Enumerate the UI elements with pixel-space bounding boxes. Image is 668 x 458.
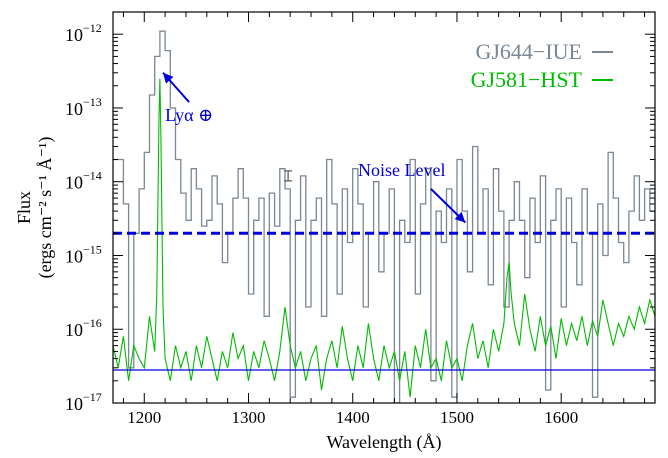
- axis-tick-labels: 1200 1300 1400 1500 1600 10−17 10−16 10−15 10−14…: [65, 21, 578, 427]
- y-tick-label: 10−13: [65, 95, 102, 119]
- legend: GJ644−IUE GJ581−HST: [471, 39, 613, 92]
- y-tick-label: 10−14: [65, 169, 102, 193]
- y-tick-label: 10−17: [65, 390, 102, 414]
- plot-frame: [112, 11, 656, 404]
- y-axis-label-line2: (ergs cm⁻² s⁻¹ Å⁻¹): [35, 137, 56, 279]
- x-tick-label: 1300: [232, 408, 266, 427]
- x-tick-label: 1200: [127, 408, 161, 427]
- reference-lines: [113, 170, 655, 371]
- x-tick-label: 1500: [440, 408, 474, 427]
- x-tick-label: 1600: [544, 408, 578, 427]
- lya-annotation-arrow-head: [163, 72, 174, 84]
- legend-label-gj644-iue: GJ644−IUE: [475, 39, 582, 64]
- y-tick-label: 10−16: [65, 316, 102, 340]
- y-axis-label-line1: Flux: [14, 191, 34, 224]
- legend-label-gj581-hst: GJ581−HST: [471, 67, 583, 92]
- noise-level-annotation-arrow-head: [454, 211, 466, 223]
- y-tick-label: 10−12: [65, 21, 102, 45]
- x-tick-label: 1400: [336, 408, 370, 427]
- noise-level-annotation-text: Noise Level: [358, 160, 445, 180]
- y-tick-label: 10−15: [65, 242, 102, 266]
- x-axis-label: Wavelength (Å): [326, 432, 441, 453]
- annotations: Lyα ⊕ Noise Level: [162, 72, 466, 224]
- series-line-gj581-hst: [113, 78, 655, 398]
- axis-ticks: [113, 11, 655, 404]
- lya-annotation-text: Lyα ⊕: [165, 105, 213, 125]
- noise-level-annotation: Noise Level: [358, 160, 466, 224]
- lya-annotation: Lyα ⊕: [162, 72, 213, 125]
- error-bar: [284, 170, 293, 182]
